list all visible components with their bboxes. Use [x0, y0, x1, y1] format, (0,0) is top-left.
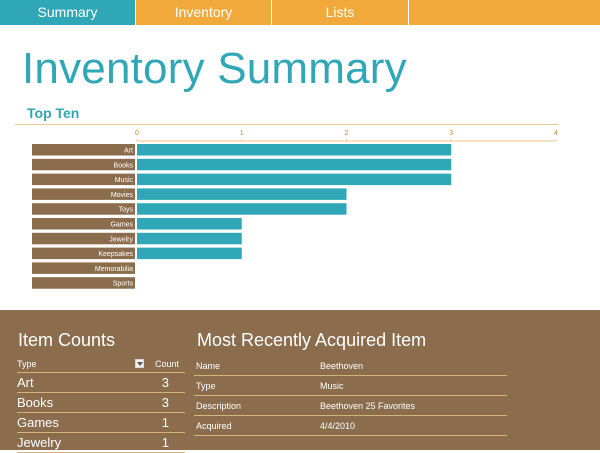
bar [137, 144, 452, 156]
filter-dropdown-icon[interactable] [135, 359, 144, 368]
x-tick-label: 0 [135, 130, 139, 137]
bar [137, 203, 347, 215]
detail-value: Beethoven 25 Favorites [320, 401, 416, 411]
category-label: Memorabilia [95, 266, 133, 273]
table-row: Books 3 [17, 393, 185, 413]
tab-lists[interactable]: Lists [272, 0, 409, 25]
bar [137, 232, 242, 245]
category-label-box [32, 247, 135, 260]
category-label: Toys [119, 207, 134, 214]
category-label: Movies [111, 192, 134, 199]
detail-row-acquired: Acquired 4/4/2010 [194, 416, 507, 436]
bar [137, 158, 452, 171]
tab-empty [409, 0, 600, 25]
bottom-panel: Item Counts Most Recently Acquired Item … [0, 310, 600, 453]
section-title-top-ten: Top Ten [27, 105, 80, 121]
item-count-cell: 3 [161, 375, 169, 390]
category-label: Art [124, 148, 133, 155]
category-label-box [32, 188, 135, 200]
tab-summary[interactable]: Summary [0, 0, 136, 25]
category-label: Sports [113, 281, 134, 288]
item-count-cell: 1 [161, 415, 169, 430]
table-row: Jewelry 1 [17, 433, 185, 453]
detail-label: Acquired [196, 421, 232, 431]
table-row: Games 1 [17, 413, 185, 433]
category-label-box [32, 158, 135, 171]
item-type-cell: Jewelry [17, 435, 62, 450]
detail-value: Beethoven [320, 361, 364, 371]
page-title: Inventory Summary [22, 44, 407, 93]
item-type-cell: Art [17, 375, 34, 390]
x-tick-label: 1 [240, 130, 244, 137]
section-divider [15, 124, 558, 125]
x-tick-label: 2 [345, 130, 349, 137]
item-counts-title: Item Counts [18, 330, 116, 350]
detail-value: 4/4/2010 [320, 421, 356, 431]
bar [137, 247, 242, 260]
category-label: Keepsakes [98, 251, 133, 258]
item-type-cell: Books [17, 395, 54, 410]
category-label-box [32, 173, 135, 186]
tab-bar: Summary Inventory Lists [0, 0, 600, 25]
top-ten-bar-chart: 0 1 2 3 4 Art Books Music Movies Toys Games Jewelry… [32, 130, 558, 289]
category-label: Music [115, 177, 134, 184]
category-label: Games [110, 222, 133, 229]
category-label-box [32, 218, 135, 230]
item-counts-table: Type Count Art 3 Books 3 Games 1 Jewelry… [17, 356, 185, 453]
x-tick-label: 3 [449, 130, 453, 137]
detail-value: Music [320, 381, 344, 391]
bar [137, 218, 242, 230]
detail-label: Name [196, 361, 221, 371]
category-label-box [32, 232, 135, 245]
tab-inventory[interactable]: Inventory [136, 0, 272, 25]
detail-label: Description [196, 401, 242, 411]
category-label-box [32, 203, 135, 215]
x-tick-label: 4 [554, 130, 558, 137]
column-header-count: Count [154, 359, 179, 369]
table-header: Type Count [17, 356, 185, 373]
category-label-box [32, 144, 135, 156]
item-count-cell: 3 [161, 395, 169, 410]
category-label-box [32, 262, 135, 274]
bar [137, 173, 452, 186]
category-label: Jewelry [109, 236, 133, 243]
table-row: Art 3 [17, 373, 185, 393]
recent-item-title: Most Recently Acquired Item [197, 330, 427, 350]
item-count-cell: 1 [161, 435, 169, 450]
recent-item-details: Name Beethoven Type Music Description Be… [194, 356, 507, 436]
bar [137, 188, 347, 200]
detail-row-name: Name Beethoven [194, 356, 507, 376]
column-header-type: Type [17, 359, 37, 369]
category-label: Books [114, 162, 134, 169]
detail-label: Type [196, 381, 216, 391]
category-label-box [32, 277, 135, 289]
detail-row-type: Type Music [194, 376, 507, 396]
detail-row-description: Description Beethoven 25 Favorites [194, 396, 507, 416]
item-type-cell: Games [17, 415, 59, 430]
